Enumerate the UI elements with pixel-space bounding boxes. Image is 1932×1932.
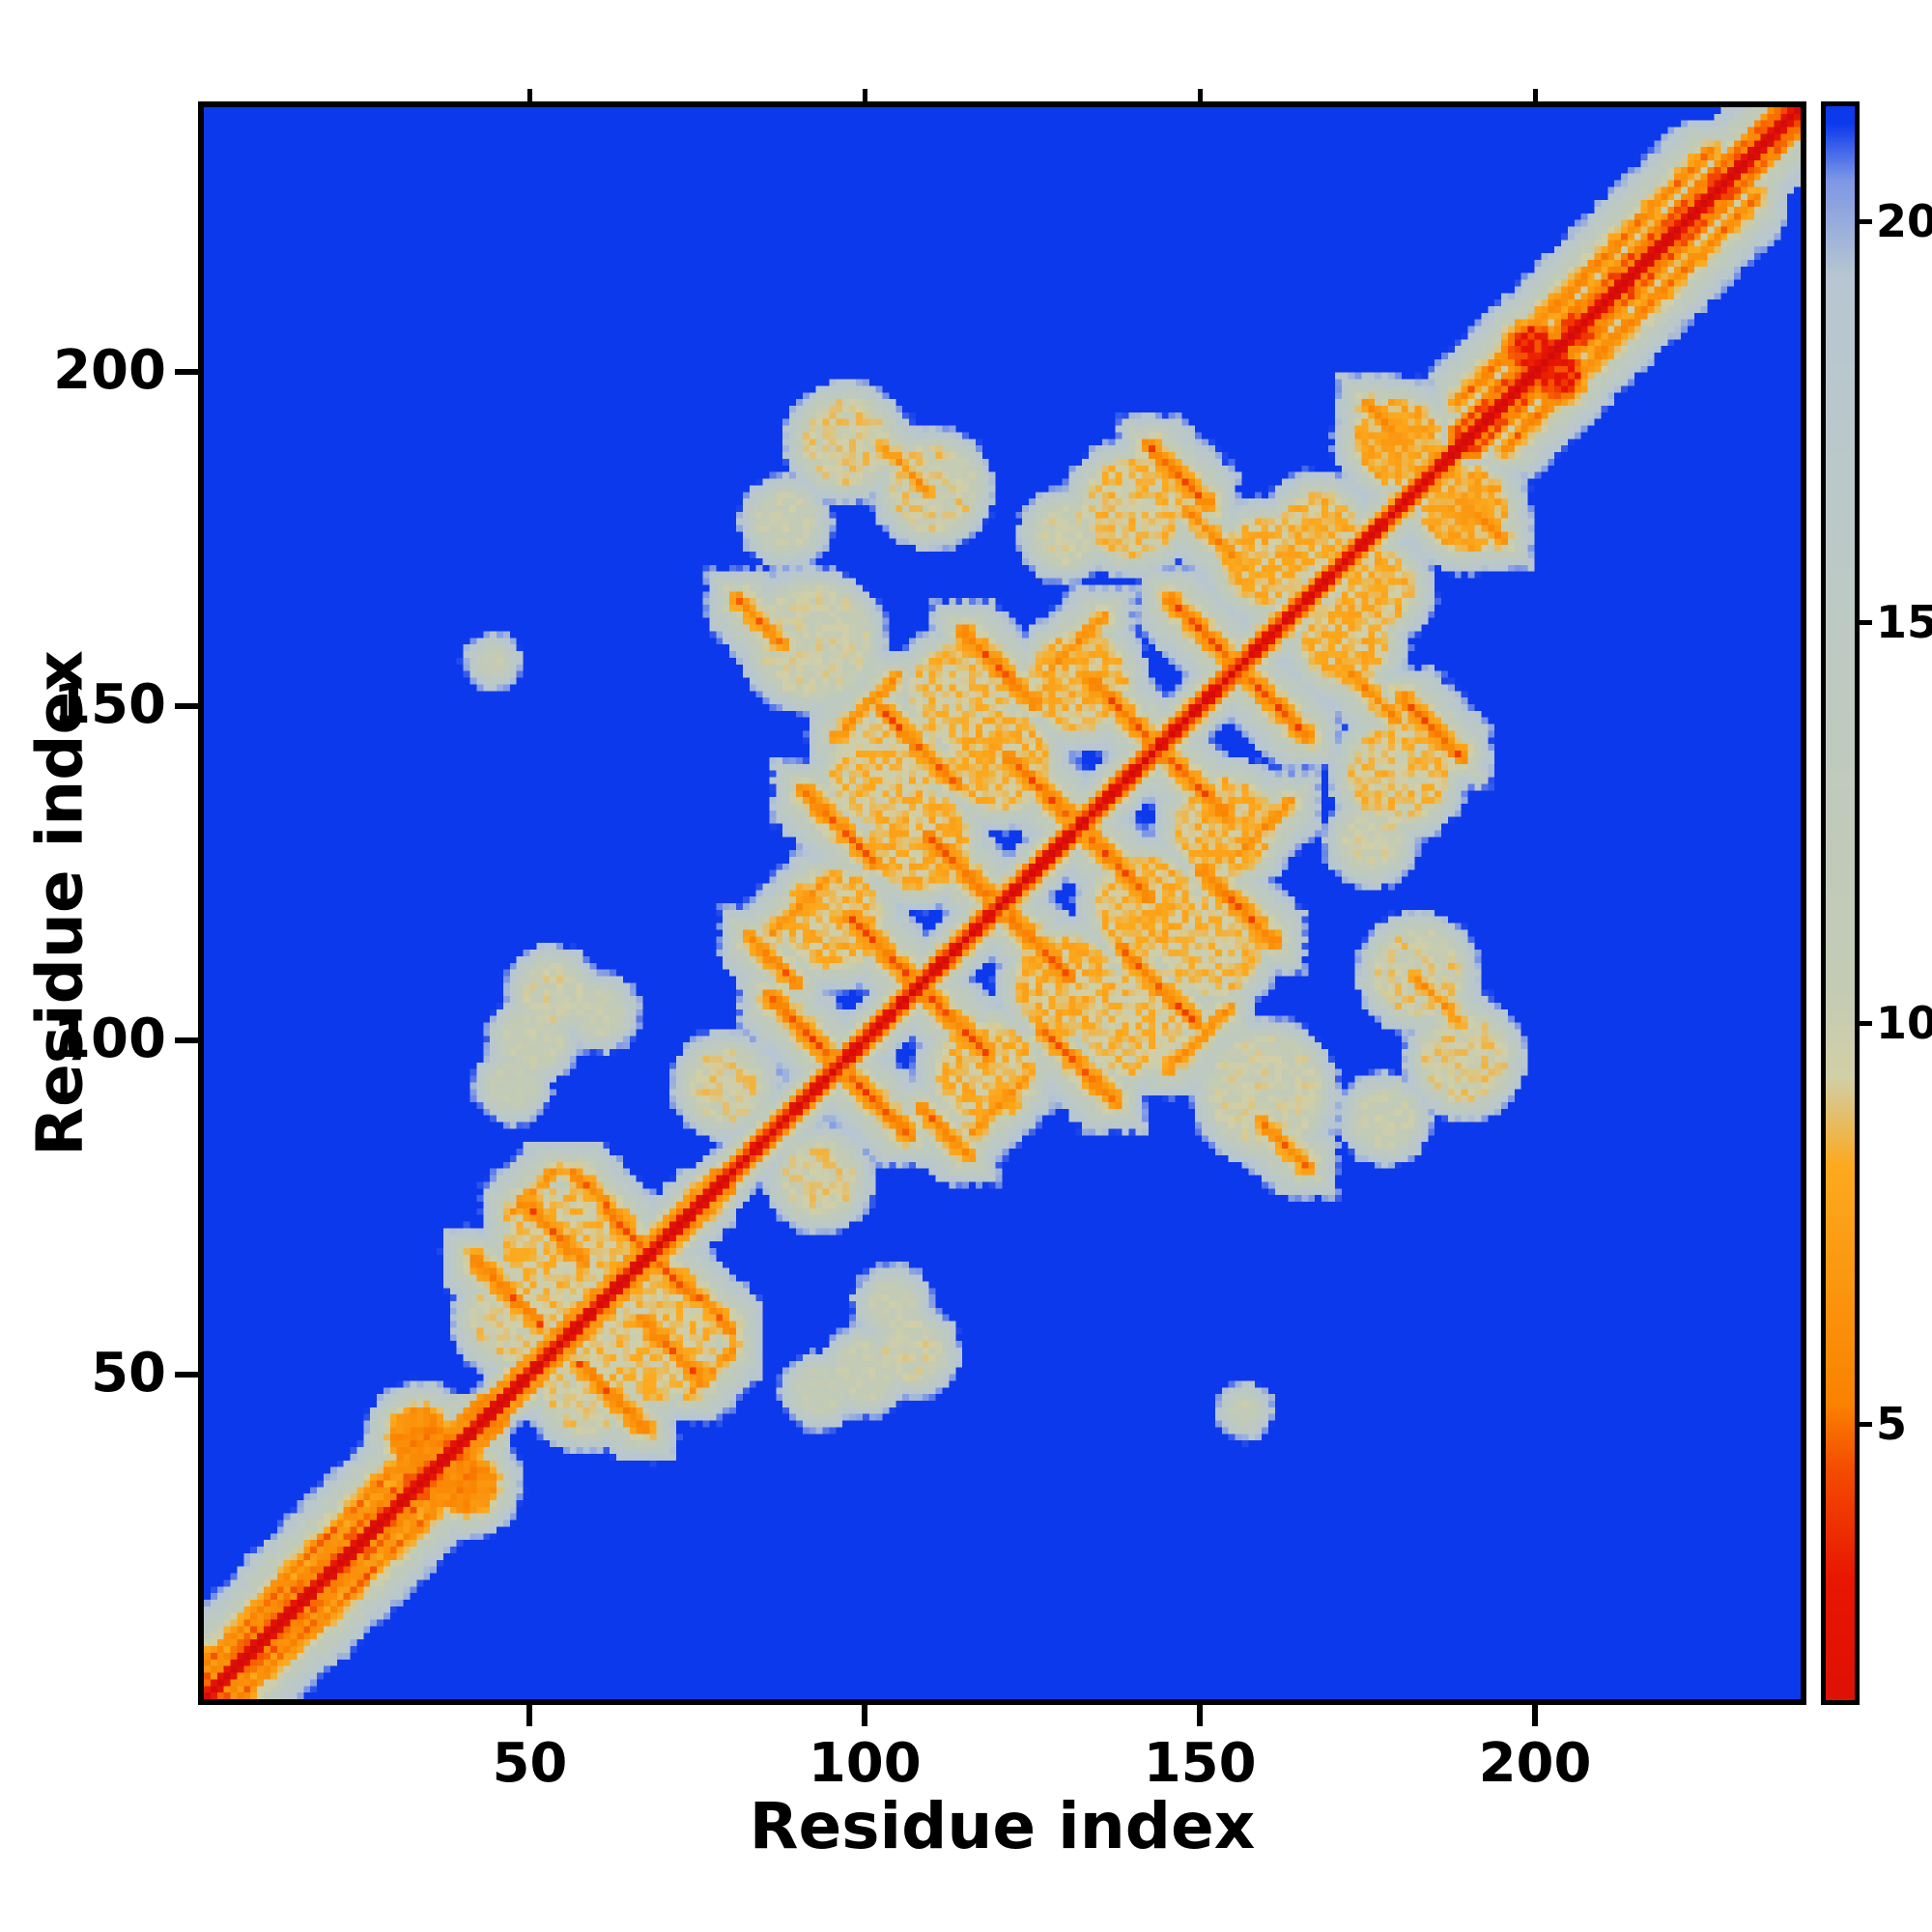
colorbar-tick-label: 15: [1876, 595, 1932, 648]
plot-area: [198, 101, 1806, 1705]
colorbar-tick-mark: [1860, 219, 1872, 224]
x-top-tick-mark: [862, 89, 867, 101]
x-tick-label: 50: [492, 1732, 568, 1795]
colorbar-tick-label: 5: [1876, 1397, 1908, 1450]
x-tick-label: 150: [1143, 1732, 1257, 1795]
colorbar-tick-mark: [1860, 1422, 1872, 1427]
x-axis-label: Residue index: [749, 1789, 1256, 1863]
colorbar-tick-mark: [1860, 1021, 1872, 1026]
x-tick-label: 200: [1478, 1732, 1592, 1795]
y-tick-mark: [175, 1371, 198, 1378]
y-tick-mark: [175, 1037, 198, 1043]
y-tick-label: 100: [53, 1007, 166, 1070]
y-tick-label: 50: [91, 1341, 166, 1405]
colorbar-canvas: [1826, 106, 1855, 1700]
colorbar-tick-label: 20: [1876, 194, 1932, 247]
x-tick-mark: [1197, 1703, 1204, 1726]
heatmap-canvas: [204, 107, 1801, 1699]
y-tick-mark: [175, 369, 198, 376]
x-tick-mark: [526, 1703, 533, 1726]
x-tick-label: 100: [808, 1732, 922, 1795]
y-tick-label: 150: [53, 672, 166, 736]
x-top-tick-mark: [1197, 89, 1203, 101]
x-top-tick-mark: [526, 89, 532, 101]
y-tick-label: 200: [53, 339, 166, 403]
colorbar: [1821, 101, 1860, 1705]
x-top-tick-mark: [1532, 89, 1538, 101]
colorbar-tick-mark: [1860, 620, 1872, 625]
y-tick-mark: [175, 702, 198, 709]
x-tick-mark: [1532, 1703, 1539, 1726]
x-tick-mark: [862, 1703, 868, 1726]
colorbar-tick-label: 10: [1876, 996, 1932, 1049]
